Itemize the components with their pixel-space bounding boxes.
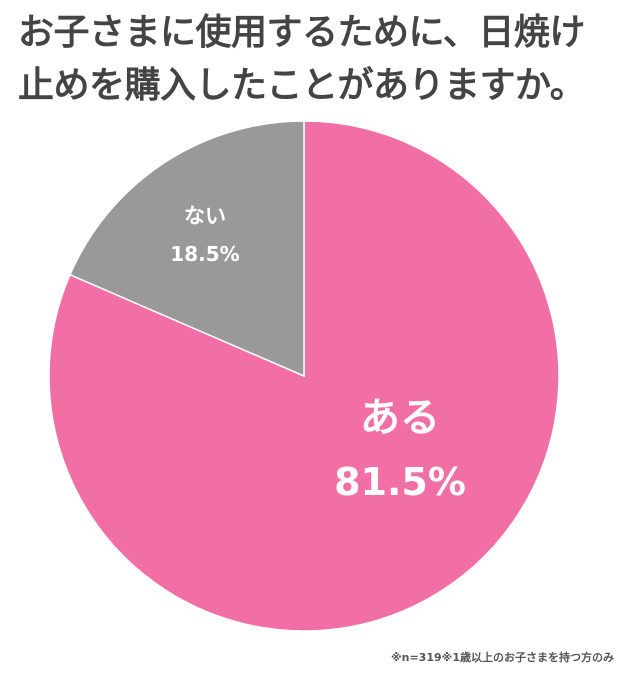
slice-label-no: ない — [184, 204, 226, 228]
pie-slice-no — [68, 120, 305, 378]
chart-title: お子さまに使用するために、日焼け 止めを購入したことがありますか。 — [18, 6, 638, 112]
slice-value-no: 18.5% — [170, 242, 240, 266]
chart-title-line-1: お子さまに使用するために、日焼け — [18, 12, 585, 53]
slice-label-yes: ある — [360, 395, 440, 441]
footnote: ※n=319※1歳以上のお子さまを持つ方のみ — [390, 651, 614, 664]
chart-title-line-2: 止めを購入したことがありますか。 — [18, 65, 586, 106]
pie-slice-yes — [48, 120, 560, 632]
slice-value-yes: 81.5% — [334, 460, 466, 504]
pie-slices — [48, 120, 560, 632]
